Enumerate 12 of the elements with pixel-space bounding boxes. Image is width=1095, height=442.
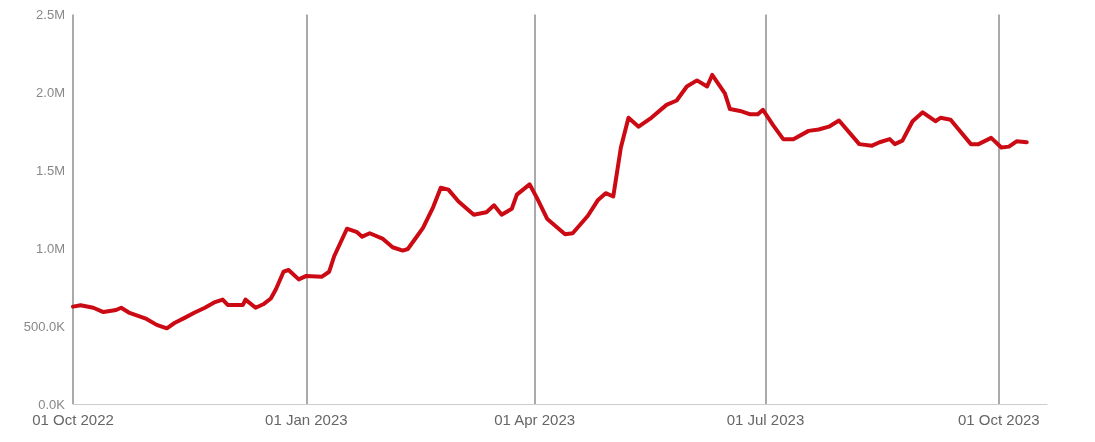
x-tick-label: 01 Jan 2023	[265, 411, 348, 428]
x-tick-label: 01 Jul 2023	[726, 411, 805, 428]
y-tick-label: 0.0K	[38, 396, 66, 412]
y-tick-label: 2.0M	[36, 84, 65, 100]
x-tick-label: 01 Oct 2023	[957, 411, 1040, 428]
y-tick-label: 1.5M	[36, 162, 65, 178]
y-tick-label: 500.0K	[23, 318, 66, 334]
line-series	[71, 72, 1029, 331]
x-tick-label: 01 Oct 2022	[32, 411, 114, 428]
y-tick-label: 1.0M	[36, 240, 65, 256]
y-tick-label: 2.5M	[36, 7, 65, 22]
x-tick-label: 01 Apr 2023	[494, 411, 576, 428]
